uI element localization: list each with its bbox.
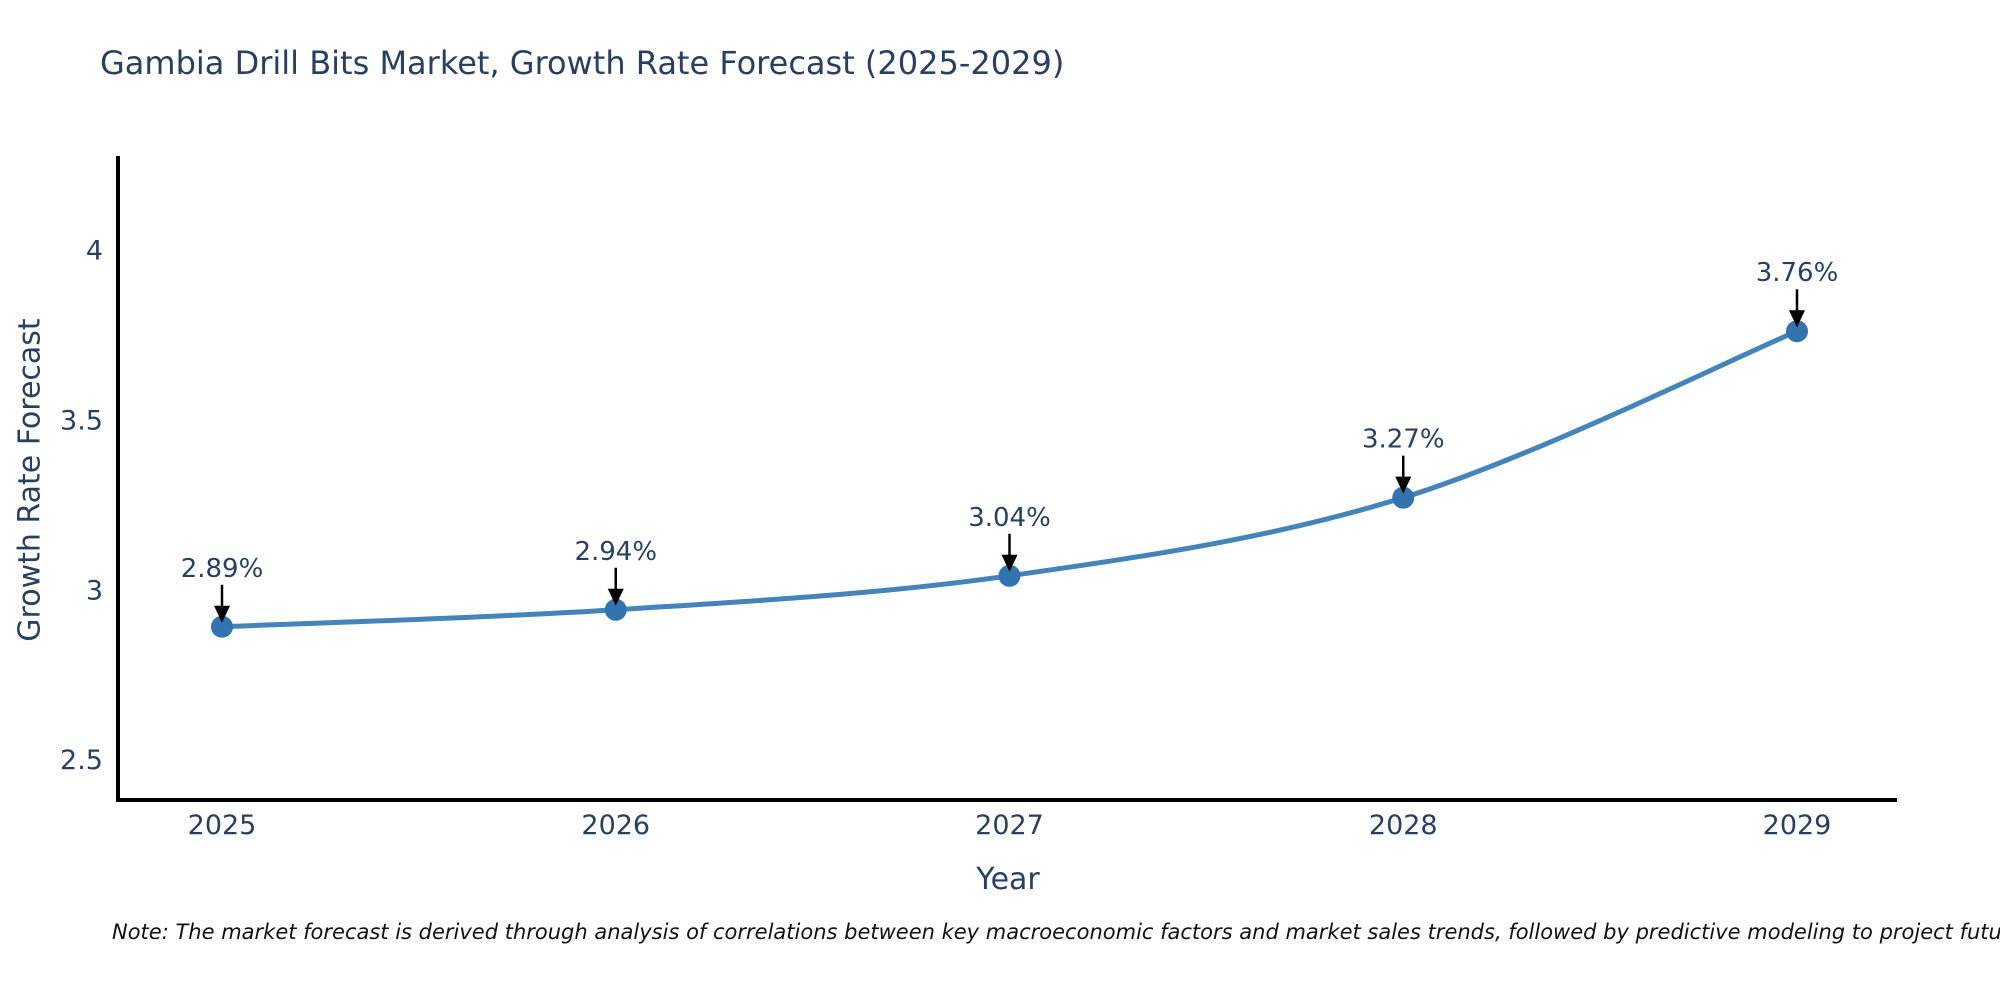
annotation-arrowhead-icon [607,588,624,606]
data-point-marker [211,615,233,638]
y-tick-label: 4 [86,236,103,267]
y-axis-title: Growth Rate Forecast [12,318,48,642]
annotation-arrowhead-icon [1001,554,1018,572]
y-tick-label: 2.5 [60,745,103,776]
footnote: Note: The market forecast is derived thr… [112,920,2000,944]
point-value-label: 2.89% [181,554,264,584]
annotation-arrowhead-icon [1395,476,1412,494]
data-point-marker [604,598,627,621]
y-tick-label: 3 [86,575,103,606]
x-tick-label: 2025 [188,810,257,841]
point-value-label: 3.04% [968,503,1051,533]
chart-title: Gambia Drill Bits Market, Growth Rate Fo… [100,44,1065,82]
x-axis-title: Year [976,862,1040,897]
annotation-arrowhead-icon [1789,310,1805,328]
data-point-marker [1392,486,1415,509]
x-tick-label: 2027 [975,810,1044,841]
x-tick-label: 2028 [1369,810,1438,841]
data-point-marker [1786,320,1808,343]
point-value-label: 2.94% [574,537,657,567]
x-tick-label: 2029 [1763,810,1832,841]
y-tick-label: 3.5 [60,406,103,437]
annotation-arrowhead-icon [214,605,230,623]
point-value-label: 3.27% [1362,425,1445,455]
x-tick-label: 2026 [581,810,650,841]
data-point-marker [998,564,1021,587]
point-value-label: 3.76% [1756,258,1839,288]
